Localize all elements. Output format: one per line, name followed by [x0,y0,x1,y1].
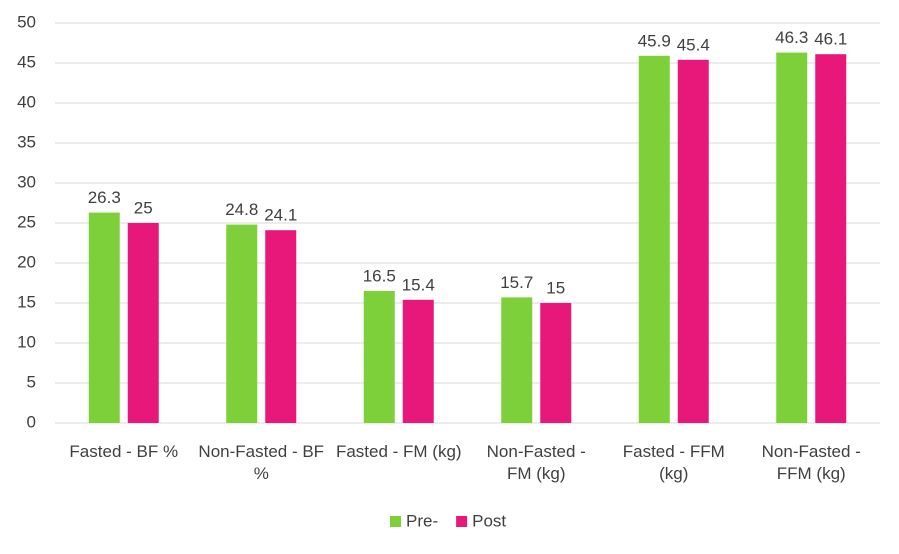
bar [226,224,258,423]
bar [363,291,395,423]
y-tick-label: 25 [17,212,36,231]
legend-swatch [456,516,468,527]
bar [815,54,847,423]
data-label: 24.8 [225,200,258,219]
bar [638,55,670,424]
x-tick-label: Non-Fasted - BF % [198,442,325,483]
bar [265,230,297,423]
bar [540,303,572,423]
x-tick-label: Non-Fasted - FM (kg) [486,442,586,483]
legend-swatch [390,516,401,527]
x-tick-label: Fasted - FM (kg) [335,442,462,461]
y-tick-label: 20 [17,252,36,271]
y-tick-label: 5 [27,372,36,391]
y-tick-label: 45 [17,52,36,71]
data-label: 25 [134,198,153,217]
legend-label: Pre- [406,511,438,530]
y-tick-label: 15 [17,292,36,311]
data-label: 15.7 [500,273,533,292]
y-tick-label: 40 [17,92,36,111]
y-tick-label: 10 [17,332,36,351]
data-label: 15.4 [402,275,435,294]
bar [776,52,808,423]
data-label: 46.1 [814,30,847,49]
data-label: 46.3 [775,28,808,47]
bar [677,59,709,424]
y-tick-label: 0 [27,412,36,431]
x-tick-label: Non-Fasted - FFM (kg) [761,442,861,483]
bar [88,212,120,423]
data-label: 45.4 [677,35,710,54]
bar [402,299,434,423]
y-tick-label: 35 [17,132,36,151]
data-label: 26.3 [88,188,121,207]
legend-label: Post [472,511,506,530]
data-label: 15 [546,278,565,297]
bar [127,223,159,423]
data-label: 24.1 [264,206,297,225]
bar [501,297,533,423]
y-tick-label: 50 [17,12,36,31]
x-tick-label: Fasted - FFM (kg) [622,442,725,483]
data-label: 45.9 [638,31,671,50]
x-tick-label: Fasted - BF % [69,442,179,461]
data-label: 16.5 [363,266,396,285]
y-tick-label: 30 [17,172,36,191]
